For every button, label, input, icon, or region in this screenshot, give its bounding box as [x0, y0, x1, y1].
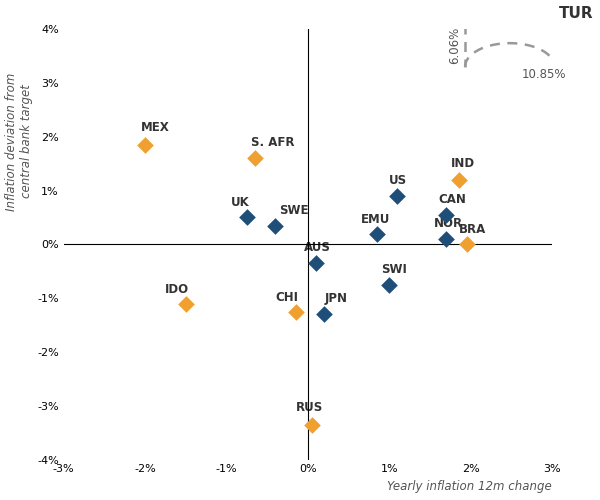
Text: EMU: EMU	[361, 212, 390, 226]
Point	[307, 420, 317, 428]
Point	[181, 300, 191, 308]
Point	[140, 141, 150, 149]
Text: 10.85%: 10.85%	[522, 68, 566, 82]
Point	[442, 211, 451, 219]
Text: Inflation deviation from
central bank target: Inflation deviation from central bank ta…	[5, 72, 33, 210]
Point	[385, 281, 394, 289]
Point	[442, 235, 451, 243]
Point	[373, 230, 382, 237]
Text: BRA: BRA	[458, 224, 486, 236]
Point	[311, 259, 321, 267]
Text: RUS: RUS	[296, 401, 323, 414]
Text: SWE: SWE	[280, 204, 309, 218]
Text: IND: IND	[451, 157, 475, 170]
Text: US: US	[389, 174, 407, 187]
Point	[319, 310, 329, 318]
Text: CAN: CAN	[438, 192, 466, 205]
Text: MEX: MEX	[141, 121, 170, 134]
X-axis label: Yearly inflation 12m change: Yearly inflation 12m change	[388, 480, 552, 493]
Point	[291, 308, 301, 316]
Text: SWI: SWI	[381, 262, 407, 276]
Point	[242, 214, 251, 222]
Point	[250, 154, 260, 162]
Point	[454, 176, 463, 184]
Text: S. AFR: S. AFR	[251, 136, 295, 148]
Point	[392, 192, 402, 200]
Text: AUS: AUS	[304, 241, 331, 254]
Text: CHI: CHI	[275, 290, 298, 304]
Text: 6.06%: 6.06%	[448, 26, 461, 64]
Text: NOR: NOR	[434, 218, 463, 230]
Point	[271, 222, 280, 230]
Text: IDO: IDO	[166, 282, 190, 296]
Text: UK: UK	[230, 196, 249, 209]
Text: JPN: JPN	[324, 292, 347, 304]
Point	[462, 240, 472, 248]
Text: TUR: TUR	[559, 6, 593, 21]
